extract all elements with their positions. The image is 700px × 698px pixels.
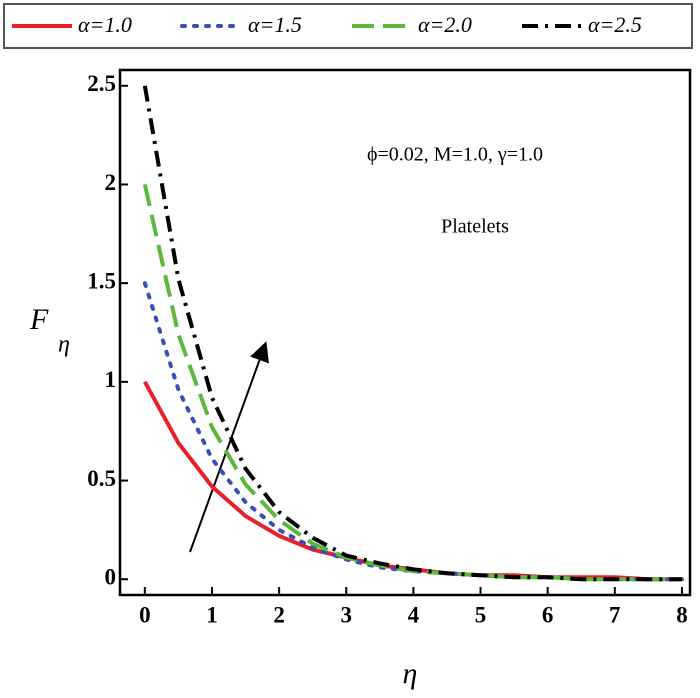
series-line <box>143 380 682 582</box>
x-tick-label: 3 <box>341 602 353 627</box>
y-tick-label: 0.5 <box>87 466 116 491</box>
x-tick-label: 0 <box>139 602 151 627</box>
x-tick-label: 7 <box>609 602 621 627</box>
x-tick-label: 4 <box>408 602 420 627</box>
y-tick-label: 1 <box>105 367 117 392</box>
legend-label: α=1.0 <box>78 12 132 37</box>
x-tick-label: 5 <box>475 602 487 627</box>
x-tick-label: 1 <box>206 602 218 627</box>
parameters-note: ϕ=0.02, M=1.0, γ=1.0 <box>367 144 543 166</box>
y-tick-label: 2 <box>105 170 117 195</box>
legend-label: α=2.0 <box>418 12 472 37</box>
series-line <box>142 184 682 582</box>
platelets-note: Platelets <box>441 216 509 238</box>
y-axis-label-subscript: η <box>58 332 70 358</box>
trend-arrow <box>189 341 269 553</box>
series-line <box>142 281 684 582</box>
plot-frame <box>118 68 692 597</box>
y-axis-label: F <box>29 303 49 336</box>
series-line <box>142 85 682 582</box>
y-tick-label: 2.5 <box>87 71 116 96</box>
x-tick-label: 6 <box>542 602 554 627</box>
x-tick-label: 2 <box>273 602 285 627</box>
legend-box <box>3 3 693 49</box>
y-tick-label: 0 <box>105 564 117 589</box>
x-axis-label: η <box>403 657 418 690</box>
legend-label: α=1.5 <box>248 12 302 37</box>
x-tick-label: 8 <box>676 602 688 627</box>
legend-label: α=2.5 <box>588 12 642 37</box>
y-tick-label: 1.5 <box>87 268 116 293</box>
